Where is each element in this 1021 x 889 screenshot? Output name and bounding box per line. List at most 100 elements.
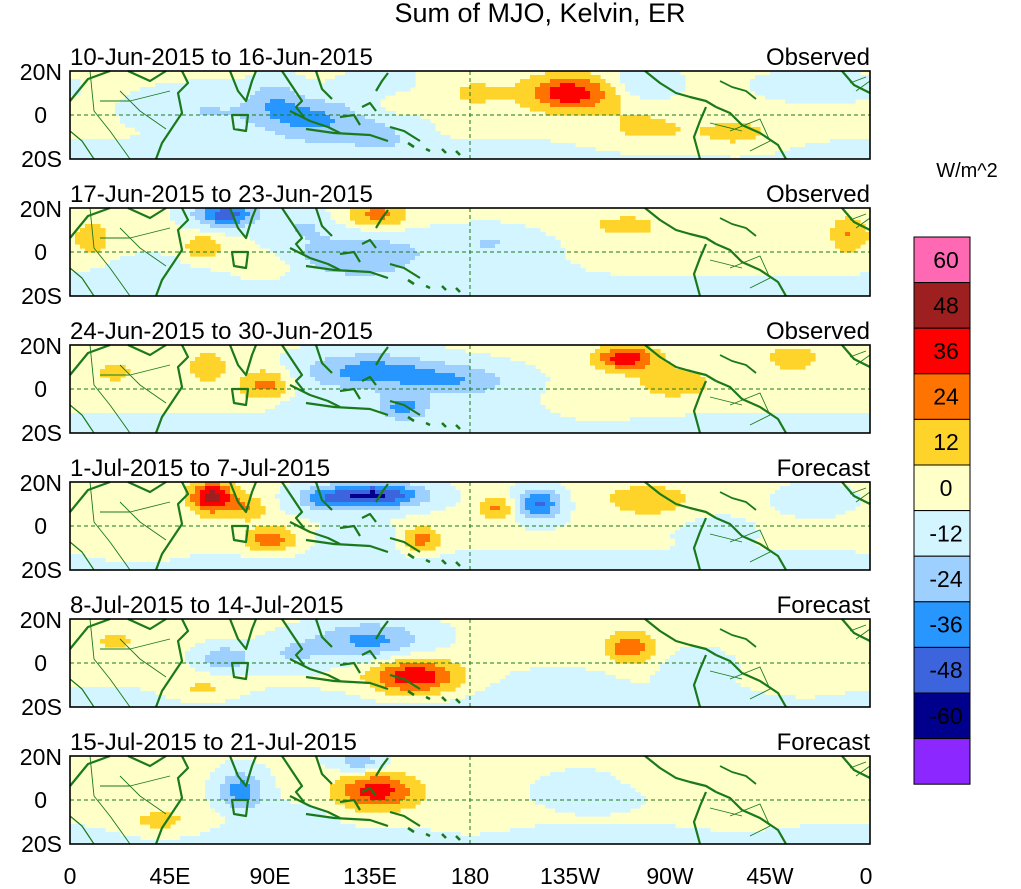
anomaly-cell <box>315 353 321 358</box>
anomaly-cell <box>575 83 581 88</box>
anomaly-cell <box>560 103 566 108</box>
anomaly-cell <box>120 272 126 277</box>
anomaly-cell <box>220 95 226 100</box>
anomaly-cell <box>500 369 506 374</box>
anomaly-cell <box>525 232 531 237</box>
anomaly-cell <box>235 228 241 233</box>
anomaly-cell <box>180 155 186 159</box>
anomaly-cell <box>590 280 596 285</box>
anomaly-cell <box>300 143 306 148</box>
anomaly-cell <box>365 143 371 148</box>
anomaly-cell <box>420 119 426 124</box>
anomaly-cell <box>355 139 361 144</box>
anomaly-cell <box>375 127 381 132</box>
anomaly-cell <box>540 272 546 277</box>
anomaly-cell <box>250 224 256 229</box>
anomaly-cell <box>585 284 591 289</box>
anomaly-cell <box>285 292 291 296</box>
anomaly-cell <box>785 284 791 289</box>
anomaly-cell <box>220 361 226 366</box>
anomaly-cell <box>195 280 201 285</box>
anomaly-cell <box>335 155 341 159</box>
anomaly-cell <box>765 95 771 100</box>
anomaly-cell <box>425 127 431 132</box>
anomaly-cell <box>480 99 486 104</box>
anomaly-cell <box>560 260 566 265</box>
anomaly-cell <box>165 139 171 144</box>
anomaly-cell <box>525 79 531 84</box>
anomaly-cell <box>435 385 441 390</box>
anomaly-cell <box>615 151 621 156</box>
anomaly-cell <box>205 280 211 285</box>
anomaly-cell <box>215 361 221 366</box>
anomaly-cell <box>340 365 346 370</box>
anomaly-cell <box>380 357 386 362</box>
anomaly-cell <box>315 389 321 394</box>
anomaly-cell <box>565 71 571 76</box>
anomaly-cell <box>175 212 181 217</box>
anomaly-cell <box>525 389 531 394</box>
anomaly-cell <box>645 123 651 128</box>
anomaly-cell <box>865 75 870 80</box>
anomaly-cell <box>320 135 326 140</box>
anomaly-cell <box>770 91 776 96</box>
anomaly-cell <box>275 288 281 293</box>
anomaly-cell <box>475 91 481 96</box>
anomaly-cell <box>840 143 846 148</box>
anomaly-cell <box>800 361 806 366</box>
anomaly-cell <box>135 99 141 104</box>
anomaly-cell <box>70 288 76 293</box>
anomaly-cell <box>785 292 791 296</box>
anomaly-cell <box>780 365 786 370</box>
anomaly-cell <box>265 381 271 386</box>
anomaly-cell <box>310 228 316 233</box>
anomaly-cell <box>450 240 456 245</box>
anomaly-cell <box>490 284 496 289</box>
anomaly-cell <box>295 268 301 273</box>
anomaly-cell <box>465 369 471 374</box>
anomaly-cell <box>280 135 286 140</box>
anomaly-cell <box>215 224 221 229</box>
anomaly-cell <box>670 381 676 386</box>
anomaly-cell <box>335 389 341 394</box>
anomaly-cell <box>280 280 286 285</box>
anomaly-cell <box>535 377 541 382</box>
anomaly-cell <box>650 127 656 132</box>
anomaly-cell <box>435 353 441 358</box>
anomaly-cell <box>190 151 196 156</box>
anomaly-cell <box>220 147 226 152</box>
anomaly-cell <box>350 276 356 281</box>
anomaly-cell <box>355 236 361 241</box>
anomaly-cell <box>440 357 446 362</box>
anomaly-cell <box>845 151 851 156</box>
anomaly-cell <box>300 349 306 354</box>
anomaly-cell <box>125 143 131 148</box>
anomaly-cell <box>450 349 456 354</box>
anomaly-cell <box>340 292 346 296</box>
anomaly-cell <box>425 345 431 350</box>
anomaly-cell <box>625 357 631 362</box>
anomaly-cell <box>525 151 531 156</box>
anomaly-cell <box>495 284 501 289</box>
anomaly-cell <box>80 288 86 293</box>
anomaly-cell <box>605 353 611 358</box>
anomaly-cell <box>580 99 586 104</box>
anomaly-cell <box>160 103 166 108</box>
anomaly-cell <box>865 139 870 144</box>
anomaly-cell <box>505 389 511 394</box>
anomaly-cell <box>190 292 196 296</box>
anomaly-cell <box>400 147 406 152</box>
anomaly-cell <box>330 385 336 390</box>
anomaly-cell <box>195 276 201 281</box>
anomaly-cell <box>85 155 91 159</box>
anomaly-cell <box>95 155 101 159</box>
anomaly-cell <box>310 103 316 108</box>
anomaly-cell <box>560 91 566 96</box>
anomaly-cell <box>855 139 861 144</box>
anomaly-cell <box>480 232 486 237</box>
anomaly-cell <box>510 155 516 159</box>
anomaly-cell <box>840 232 846 237</box>
anomaly-cell <box>255 127 261 132</box>
anomaly-cell <box>520 244 526 249</box>
anomaly-cell <box>315 228 321 233</box>
